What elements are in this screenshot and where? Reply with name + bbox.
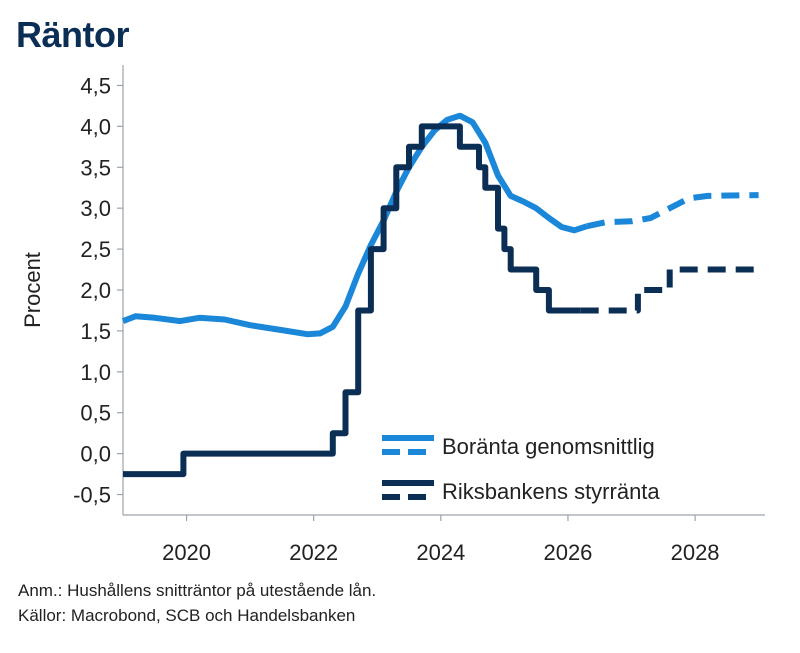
x-tick-label: 2028	[671, 540, 720, 565]
series-layer	[121, 112, 759, 478]
chart-title: Räntor	[16, 14, 130, 55]
series-forecast-boranta	[586, 192, 759, 230]
y-tick-label: 3,5	[80, 155, 111, 180]
legend-label-styrranta: Riksbankens styrränta	[442, 479, 660, 504]
y-tick-label: 1,5	[80, 319, 111, 344]
x-tick-label: 2020	[162, 540, 211, 565]
x-tick-label: 2026	[543, 540, 592, 565]
axes: -0,5 0,0 0,5 1,0 1,5 2,0 2,5 3,0 3,5 4,0 4,5 2020 20…	[73, 65, 765, 565]
y-tick-label: 4,5	[80, 73, 111, 98]
y-tick-label: 2,0	[80, 278, 111, 303]
series-line-boranta	[121, 112, 588, 338]
y-tick-label: 2,5	[80, 237, 111, 262]
y-tick-label: -0,5	[73, 483, 111, 508]
x-tick-label: 2024	[416, 540, 465, 565]
y-tick-label: 1,0	[80, 360, 111, 385]
note-annotation: Anm.: Hushållens snitträntor på uteståen…	[18, 581, 377, 600]
series-line-styrranta	[123, 123, 581, 478]
legend-label-boranta: Boränta genomsnittlig	[442, 434, 655, 459]
x-tick-label: 2022	[289, 540, 338, 565]
series-forecast-styrranta	[580, 266, 759, 314]
y-tick-label: 0,0	[80, 442, 111, 467]
legend: Boränta genomsnittlig Riksbankens styrrän…	[382, 434, 660, 504]
notes: Anm.: Hushållens snitträntor på uteståen…	[18, 578, 376, 628]
y-tick-label: 3,0	[80, 196, 111, 221]
y-tick-label: 0,5	[80, 401, 111, 426]
y-tick-label: 4,0	[80, 114, 111, 139]
y-axis-label: Procent	[20, 252, 45, 328]
note-sources: Källor: Macrobond, SCB och Handelsbanken	[18, 606, 356, 625]
